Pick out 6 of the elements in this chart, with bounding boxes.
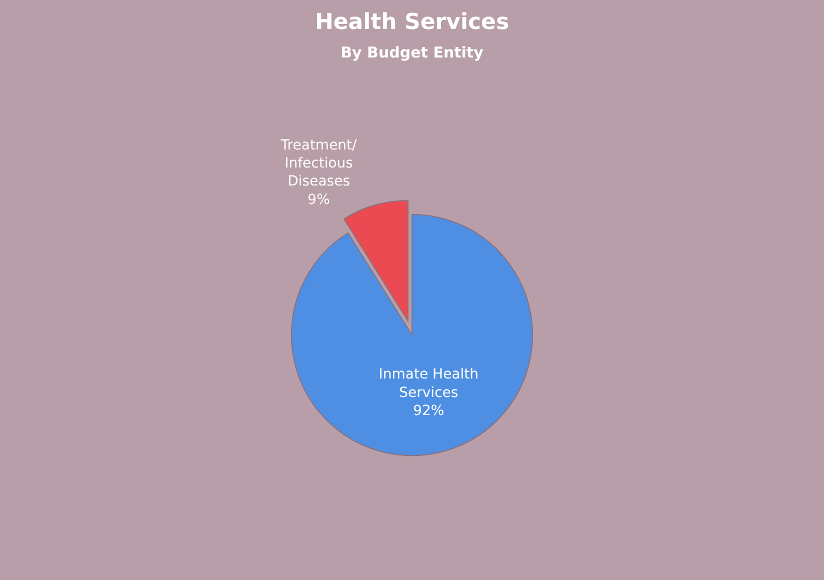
slice-label: Treatment/ Infectious Diseases bbox=[280, 137, 358, 190]
slice-label: Inmate Health Services bbox=[378, 366, 479, 401]
data-label: 92% bbox=[413, 403, 444, 420]
chart-title: Health Services bbox=[314, 10, 510, 35]
data-label: 9% bbox=[308, 192, 330, 208]
chart-subtitle: By Budget Entity bbox=[340, 44, 484, 62]
